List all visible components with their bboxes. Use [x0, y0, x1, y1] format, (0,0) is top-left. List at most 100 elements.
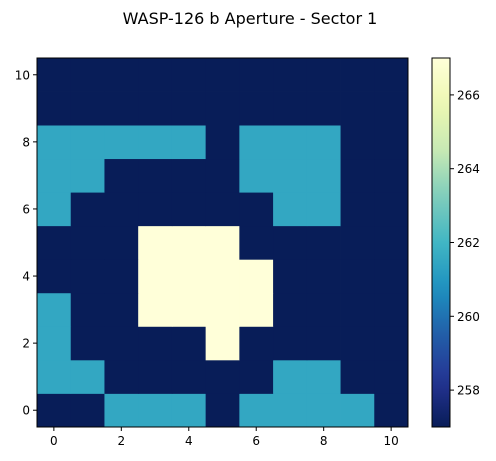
heatmap-cell: [171, 58, 207, 92]
heatmap-cell: [37, 259, 72, 294]
heatmap-cell: [273, 292, 308, 327]
heatmap-cell: [138, 225, 173, 260]
heatmap-cell: [306, 393, 341, 428]
heatmap-cell: [171, 225, 207, 260]
heatmap-cell: [37, 91, 72, 126]
heatmap-cell: [205, 58, 240, 92]
heatmap-cell: [340, 359, 375, 394]
heatmap-cell: [239, 58, 274, 92]
heatmap-cell: [306, 125, 341, 160]
heatmap-cell: [37, 58, 72, 92]
heatmap-cell: [239, 292, 274, 327]
heatmap-cell: [306, 292, 341, 327]
x-tick-label: 2: [117, 434, 125, 448]
heatmap-cell: [138, 292, 173, 327]
heatmap-cell: [138, 58, 173, 92]
heatmap-cell: [37, 326, 72, 361]
colorbar-axis: 258 260 262 264 266: [450, 88, 480, 398]
y-tick-label: 6: [22, 202, 30, 216]
colorbar-tick-label: 258: [457, 384, 480, 398]
heatmap-cell: [340, 58, 375, 92]
heatmap-cell: [138, 158, 173, 193]
y-axis: 0 2 4 6 8 10: [15, 68, 37, 418]
heatmap-cell: [273, 225, 308, 260]
colorbar: [431, 57, 451, 428]
heatmap-cell: [37, 359, 72, 394]
heatmap-cell: [171, 326, 207, 361]
heatmap-cell: [205, 158, 240, 193]
heatmap-cell: [340, 326, 375, 361]
heatmap-cell: [374, 259, 409, 294]
x-axis: 0 2 4 6 8 10: [50, 427, 399, 448]
heatmap-cell: [171, 393, 207, 428]
heatmap-cell: [205, 393, 240, 428]
x-tick-label: 0: [50, 434, 58, 448]
heatmap-cell: [70, 91, 105, 126]
heatmap-cell: [138, 91, 173, 126]
heatmap-cell: [37, 225, 72, 260]
heatmap-cell: [205, 359, 240, 394]
heatmap-cell: [239, 158, 274, 193]
heatmap-cell: [70, 225, 105, 260]
heatmap-cell: [171, 259, 207, 294]
heatmap-cell: [70, 58, 105, 92]
heatmap-cell: [70, 192, 105, 227]
heatmap-cell: [70, 125, 105, 160]
heatmap-cell: [273, 359, 308, 394]
heatmap-cell: [273, 326, 308, 361]
heatmap-cell: [239, 393, 274, 428]
heatmap-cell: [340, 91, 375, 126]
x-tick-label: 10: [383, 434, 398, 448]
heatmap-cell: [340, 259, 375, 294]
heatmap-cell: [171, 125, 207, 160]
heatmap-cell: [306, 58, 341, 92]
heatmap-cell: [273, 259, 308, 294]
heatmap-cell: [239, 326, 274, 361]
heatmap-cell: [205, 225, 240, 260]
heatmap-cell: [104, 292, 139, 327]
heatmap-cell: [239, 225, 274, 260]
heatmap-cell: [70, 393, 105, 428]
heatmap-cell: [205, 259, 240, 294]
heatmap-cell: [374, 292, 409, 327]
x-tick-label: 6: [252, 434, 260, 448]
heatmap-cell: [138, 359, 173, 394]
y-tick-label: 0: [22, 404, 30, 418]
heatmap-cell: [340, 158, 375, 193]
heatmap-cell: [205, 192, 240, 227]
heatmap-cell: [374, 192, 409, 227]
heatmap-cell: [306, 359, 341, 394]
heatmap-cell: [374, 158, 409, 193]
heatmap-cell: [104, 393, 139, 428]
heatmap-cell: [273, 58, 308, 92]
heatmap-cell: [138, 326, 173, 361]
heatmap-cell: [273, 158, 308, 193]
heatmap-cell: [70, 326, 105, 361]
heatmap-cell: [306, 326, 341, 361]
heatmap-cell: [70, 359, 105, 394]
heatmap-cell: [37, 125, 72, 160]
chart-title: WASP-126 b Aperture - Sector 1: [123, 9, 378, 28]
heatmap-cell: [306, 91, 341, 126]
heatmap-cell: [273, 125, 308, 160]
heatmap-cell: [37, 192, 72, 227]
colorbar-tick-label: 266: [457, 88, 480, 102]
heatmap-cell: [273, 393, 308, 428]
heatmap-cell: [104, 58, 139, 92]
y-tick-label: 2: [22, 337, 30, 351]
heatmap-cell: [239, 91, 274, 126]
heatmap-cell: [374, 91, 409, 126]
heatmap-cell: [138, 259, 173, 294]
heatmap-cell: [171, 292, 207, 327]
heatmap-cell: [374, 58, 409, 92]
heatmap-cell: [171, 192, 207, 227]
heatmap-cell: [205, 292, 240, 327]
heatmap-cell: [340, 292, 375, 327]
heatmap-cell: [205, 91, 240, 126]
heatmap-cell: [239, 359, 274, 394]
heatmap-cell: [138, 393, 173, 428]
heatmap-cell: [273, 192, 308, 227]
heatmap-cell: [340, 192, 375, 227]
